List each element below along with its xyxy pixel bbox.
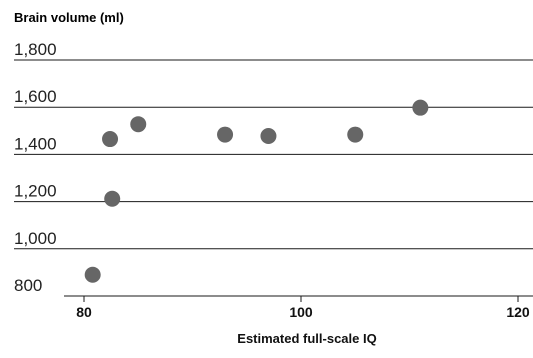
- y-tick-label: 1,400: [14, 134, 57, 153]
- y-tick-label: 1,000: [14, 229, 57, 248]
- x-tick-label: 120: [506, 304, 530, 320]
- data-point: [104, 190, 121, 207]
- data-point: [84, 266, 101, 283]
- y-tick-label: 1,200: [14, 182, 57, 201]
- x-tick-label: 80: [76, 304, 92, 320]
- y-tick-label: 800: [14, 276, 42, 295]
- data-point: [347, 126, 364, 143]
- x-axis-title: Estimated full-scale IQ: [237, 331, 376, 346]
- data-point: [217, 126, 234, 143]
- data-point: [412, 99, 429, 116]
- data-point: [260, 127, 277, 144]
- y-tick-label: 1,600: [14, 87, 57, 106]
- x-tick-label: 100: [289, 304, 313, 320]
- gridlines: [14, 59, 533, 250]
- y-tick-labels: 800 1,000 1,200 1,400 1,600 1,800: [14, 40, 57, 295]
- y-axis-title: Brain volume (ml): [14, 10, 124, 25]
- data-point: [102, 131, 119, 148]
- x-axis: 80 100 120: [64, 295, 533, 320]
- data-point: [130, 116, 147, 133]
- y-tick-label: 1,800: [14, 40, 57, 59]
- data-points: [84, 99, 429, 283]
